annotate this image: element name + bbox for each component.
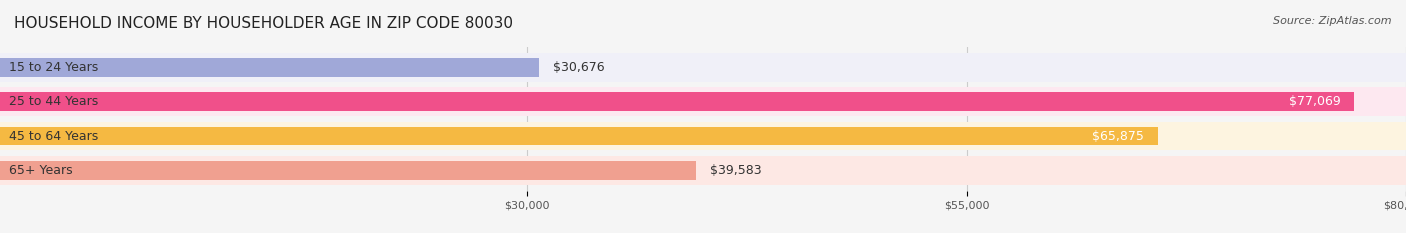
Text: 65+ Years: 65+ Years (8, 164, 73, 177)
Bar (0, 127, 1157, 145)
Text: Source: ZipAtlas.com: Source: ZipAtlas.com (1274, 16, 1392, 26)
Bar (0, 92, 1354, 111)
Text: HOUSEHOLD INCOME BY HOUSEHOLDER AGE IN ZIP CODE 80030: HOUSEHOLD INCOME BY HOUSEHOLDER AGE IN Z… (14, 16, 513, 31)
Text: $65,875: $65,875 (1092, 130, 1143, 143)
Bar (0, 58, 538, 77)
Bar (0, 161, 696, 180)
Text: $30,676: $30,676 (553, 61, 605, 74)
Text: 45 to 64 Years: 45 to 64 Years (8, 130, 98, 143)
Text: 15 to 24 Years: 15 to 24 Years (8, 61, 98, 74)
Text: $39,583: $39,583 (710, 164, 762, 177)
Text: 25 to 44 Years: 25 to 44 Years (8, 95, 98, 108)
Bar (0, 156, 1406, 185)
Text: $77,069: $77,069 (1289, 95, 1340, 108)
Bar (0, 53, 1406, 82)
Bar (0, 122, 1406, 150)
Bar (0, 87, 1406, 116)
